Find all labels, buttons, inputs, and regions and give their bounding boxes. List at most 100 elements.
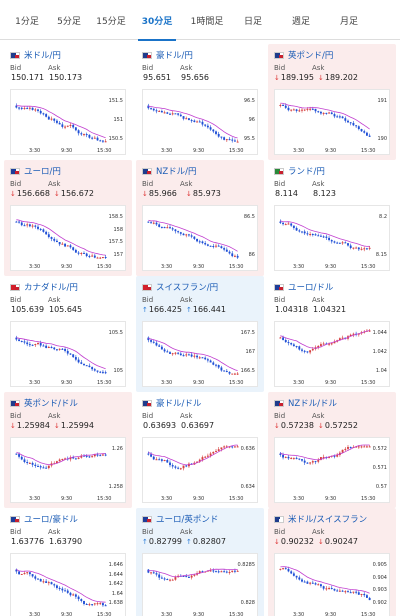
pair-link[interactable]: NZドル/ドル [288,399,338,409]
pair-link[interactable]: スイスフラン/円 [156,283,219,293]
bid-label: Bid [142,412,154,420]
pair-link[interactable]: 米ドル/円 [24,51,61,61]
y-tick-label: 0.828 [240,600,255,606]
rate-card[interactable]: ユーロ/円 Bid Ask ↓156.668 ↓156.672 158.5 158 157.5… [4,160,132,276]
candle-body [314,461,317,463]
mini-candlestick-chart[interactable]: 0.636 0.634 3:30 9:30 15:30 [142,437,258,503]
rate-card[interactable]: ユーロ/豪ドル Bid Ask 1.63776 1.63790 1.646 1.644 1.6… [4,508,132,616]
x-tick-label: 15:30 [97,264,112,270]
candle-body [152,341,155,343]
mini-candlestick-chart[interactable]: 86.5 86 3:30 9:30 15:30 [142,205,258,271]
candle-body [93,603,96,605]
tab-2[interactable]: 5分足 [57,17,81,27]
rate-card[interactable]: NZドル/ドル Bid Ask ↓0.57238 ↓0.57252 0.572 0.571 0… [268,392,396,508]
mini-candlestick-chart[interactable]: 151.5 151 150.5 3:30 9:30 15:30 [10,89,126,155]
rate-card[interactable]: カナダドル/円 Bid Ask 105.639 105.645 105.5 105 3:30 9… [4,276,132,392]
ask-label: Ask [312,180,325,188]
candle-body [220,246,223,249]
candle-body [336,590,339,592]
rate-card[interactable]: ユーロ/ドル Bid Ask 1.04318 1.04321 1.044 1.042 1.04… [268,276,396,392]
candle-body [15,569,18,572]
candle-body [69,592,72,596]
pair-link[interactable]: ランド/円 [288,167,325,177]
candle-body [333,588,336,591]
mini-candlestick-chart[interactable]: 96.5 96 95.5 3:30 9:30 15:30 [142,89,258,155]
mini-candlestick-chart[interactable]: 0.572 0.571 0.57 3:30 9:30 15:30 [274,437,390,503]
mini-candlestick-chart[interactable]: 1.26 1.258 3:30 9:30 15:30 [10,437,126,503]
tab-7[interactable]: 週足 [291,17,310,27]
pair-link[interactable]: ユーロ/英ポンド [156,515,219,525]
candle-body [225,571,228,573]
mini-candlestick-chart[interactable]: 105.5 105 3:30 9:30 15:30 [10,321,126,387]
mini-candlestick-chart[interactable]: 1.646 1.644 1.642 1.64 1.638 3:30 9:30 15:30 [10,553,126,616]
mini-candlestick-chart[interactable]: 8.2 8.15 3:30 9:30 15:30 [274,205,390,271]
rate-card[interactable]: ランド/円 Bid Ask 8.114 8.123 8.2 8.15 3:30 9:30 15:3… [268,160,396,276]
candle-body [311,461,314,463]
y-tick-label: 1.042 [372,349,387,355]
rate-card[interactable]: NZドル/円 Bid Ask ↓85.966 ↓85.973 86.5 86 3:30 9:30… [136,160,264,276]
au-jp-flag-icon [142,51,152,59]
card-header: ユーロ/円 [10,164,61,178]
candle-body [220,571,223,573]
pair-link[interactable]: 豪ドル/ドル [156,399,202,409]
us-ch-flag-icon [274,515,284,523]
tab-4[interactable]: 30分足 [132,0,182,41]
rate-card[interactable]: 英ポンド/ドル Bid Ask ↓1.25984 ↓1.25994 1.26 1.258 3:… [4,392,132,508]
y-tick-label: 167 [245,349,255,355]
tab-1[interactable]: 1分足 [15,17,39,27]
pair-link[interactable]: NZドル/円 [156,167,197,177]
candle-body [292,344,295,347]
bid-price: 0.82799 [148,537,182,546]
candle-body [215,364,217,366]
bid-price: 105.639 [11,305,45,314]
rate-card[interactable]: スイスフラン/円 Bid Ask ↑166.425 ↑166.441 167.5 167 16… [136,276,264,392]
bid-arrow: ↓ [10,422,16,430]
pair-link[interactable]: 豪ドル/円 [156,51,193,61]
candle-body [31,462,34,465]
ask-value: 150.173 [48,73,82,82]
mini-candlestick-chart[interactable]: 0.905 0.904 0.903 0.902 3:30 9:30 15:30 [274,553,390,616]
pair-link[interactable]: カナダドル/円 [24,283,78,293]
candle-body [303,581,306,583]
bid-price: 0.63693 [143,421,177,430]
card-header: ユーロ/豪ドル [10,512,78,526]
pair-link[interactable]: ユーロ/円 [24,167,61,177]
candle-body [233,446,236,448]
ask-price: 150.173 [49,73,83,82]
rate-card[interactable]: 米ドル/円 Bid Ask 150.171 150.173 151.5 151 150.5 3:… [4,44,132,160]
candle-body [314,109,317,112]
tab-8[interactable]: 月足 [339,17,358,27]
tab-3[interactable]: 15分足 [96,17,126,27]
bid-value: ↓189.195 [274,73,314,82]
pair-link[interactable]: 英ポンド/円 [288,51,334,61]
candle-body [357,247,360,250]
mini-candlestick-chart[interactable]: 167.5 167 166.5 3:30 9:30 15:30 [142,321,258,387]
candle-body [314,234,317,236]
tab-5[interactable]: 1時間足 [190,17,224,27]
bid-arrow: ↓ [10,190,16,198]
mini-candlestick-chart[interactable]: 158.5 158 157.5 157 3:30 9:30 15:30 [10,205,126,271]
candle-body [223,370,226,372]
x-tick-label: 9:30 [61,496,73,502]
pair-link[interactable]: 英ポンド/ドル [24,399,78,409]
rate-card[interactable]: 米ドル/スイスフラン Bid Ask ↓0.90232 ↓0.90247 0.905 0.9… [268,508,396,616]
candle-body [160,226,163,228]
pair-link[interactable]: ユーロ/ドル [288,283,334,293]
rate-card[interactable]: 英ポンド/円 Bid Ask ↓189.195 ↓189.202 191 190 3:30 9:… [268,44,396,160]
moving-average-line [280,220,370,247]
tab-6[interactable]: 日足 [243,17,262,27]
rate-card[interactable]: 豪ドル/円 Bid Ask 95.651 95.656 96.5 96 95.5 3:30 9:3… [136,44,264,160]
ask-value: ↓0.90247 [318,537,358,546]
bid-arrow: ↑ [142,306,148,314]
pair-link[interactable]: ユーロ/豪ドル [24,515,78,525]
mini-candlestick-chart[interactable]: 0.8285 0.828 3:30 9:30 15:30 [142,553,258,616]
rate-card[interactable]: 豪ドル/ドル Bid Ask 0.63693 0.63697 0.636 0.634 3:30… [136,392,264,508]
pair-link[interactable]: 米ドル/スイスフラン [288,515,368,525]
mini-candlestick-chart[interactable]: 191 190 3:30 9:30 15:30 [274,89,390,155]
candle-body [23,108,26,110]
candle-body [101,257,104,259]
rate-card[interactable]: ユーロ/英ポンド Bid Ask ↑0.82799 ↑0.82807 0.8285 0.82… [136,508,264,616]
candle-body [179,232,182,234]
bid-label: Bid [142,180,154,188]
mini-candlestick-chart[interactable]: 1.044 1.042 1.04 3:30 9:30 15:30 [274,321,390,387]
